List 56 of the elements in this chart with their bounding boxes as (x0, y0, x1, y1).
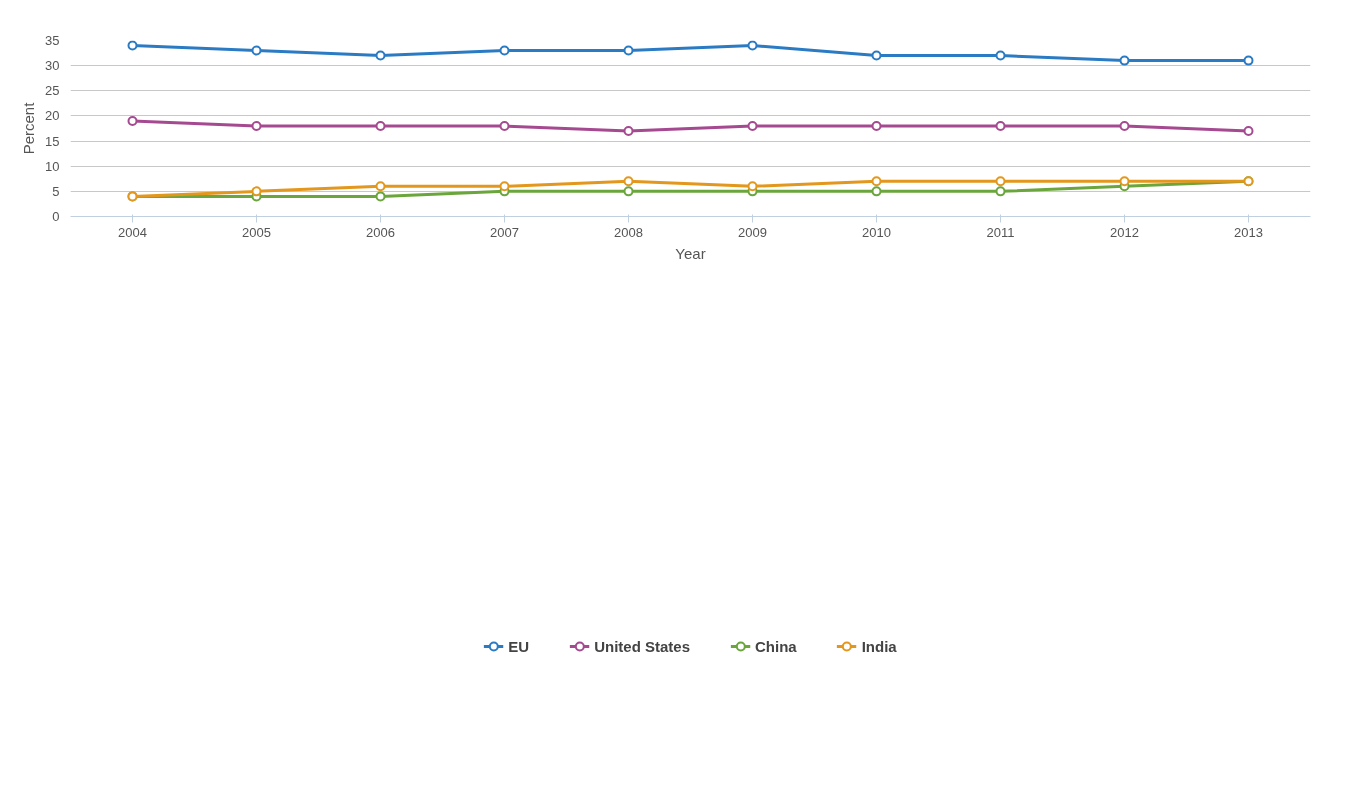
point (1119, 176, 1130, 187)
x-tick-label: 2005 (242, 224, 271, 240)
point (871, 50, 882, 61)
point (623, 45, 634, 56)
point (995, 120, 1006, 131)
point (871, 120, 882, 131)
point (1243, 126, 1254, 137)
point (747, 181, 758, 192)
point (747, 120, 758, 131)
point (375, 181, 386, 192)
point (623, 186, 634, 197)
point (251, 186, 262, 197)
x-tick-label: 2011 (986, 224, 1015, 240)
x-tick-label: 2004 (118, 224, 147, 240)
point (375, 120, 386, 131)
y-tick-label: 10 (45, 158, 60, 174)
point (747, 40, 758, 51)
x-tick-label: 2010 (862, 224, 891, 240)
x-tick-label: 2006 (366, 224, 395, 240)
x-tick-label: 2008 (614, 224, 643, 240)
legend-label: China (755, 636, 797, 656)
point (623, 126, 634, 137)
x-axis-title: Year (675, 244, 706, 262)
point (1119, 55, 1130, 66)
y-axis-title: Percent (20, 101, 38, 155)
point (375, 50, 386, 61)
point (1119, 120, 1130, 131)
x-tick-label: 2013 (1234, 224, 1263, 240)
x-tick-label: 2009 (738, 224, 767, 240)
point (995, 50, 1006, 61)
x-tick-label: 2012 (1110, 224, 1139, 240)
point (499, 181, 510, 192)
legend-label: India (861, 636, 897, 656)
y-tick-label: 15 (45, 133, 60, 149)
point (375, 191, 386, 202)
point (499, 120, 510, 131)
point (499, 45, 510, 56)
point (871, 176, 882, 187)
point (1243, 55, 1254, 66)
point (995, 186, 1006, 197)
y-tick-label: 35 (45, 33, 60, 48)
point (127, 40, 138, 51)
legend-label: United States (594, 636, 691, 656)
y-tick-label: 5 (52, 183, 60, 199)
y-tick-label: 0 (52, 209, 60, 224)
point (251, 45, 262, 56)
point (623, 176, 634, 187)
point (995, 176, 1006, 187)
y-tick-label: 20 (45, 108, 60, 124)
y-tick-label: 30 (45, 58, 60, 74)
point (127, 115, 138, 126)
point (251, 120, 262, 131)
y-tick-label: 25 (45, 83, 60, 99)
legend-label: EU (508, 636, 530, 656)
x-tick-label: 2007 (490, 224, 519, 240)
point (871, 186, 882, 197)
